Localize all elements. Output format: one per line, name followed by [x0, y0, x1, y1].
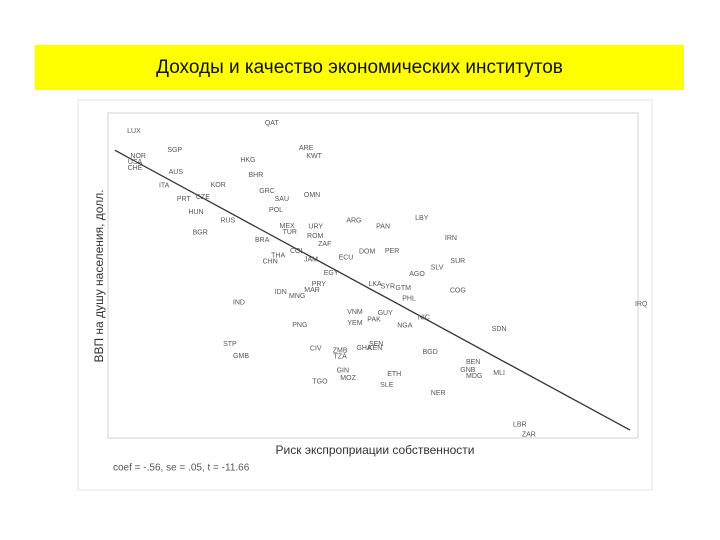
point-label: RUS	[220, 218, 235, 225]
point-label: JAM	[304, 257, 318, 264]
point-label: MAR	[304, 287, 320, 294]
slide-title: Доходы и качество экономических институт…	[35, 45, 684, 90]
point-label: IND	[233, 300, 245, 307]
plot-area	[107, 112, 639, 439]
point-label: DOM	[359, 249, 376, 256]
point-label: PAK	[367, 317, 381, 324]
point-label: AGO	[409, 271, 425, 278]
point-label: PAN	[376, 224, 390, 231]
point-label: CZE	[196, 194, 210, 201]
point-label: MDG	[466, 373, 482, 380]
point-label: BHR	[248, 172, 263, 179]
point-label: MNG	[289, 293, 305, 300]
point-label: ZMB	[333, 348, 348, 355]
point-label: LUX	[127, 128, 141, 135]
point-label: KWT	[306, 153, 322, 160]
point-label: GRC	[259, 188, 275, 195]
point-label: PRY	[312, 281, 327, 288]
point-label: SUR	[450, 258, 465, 265]
point-label: USA	[128, 159, 143, 166]
point-label: LBR	[513, 422, 527, 429]
point-label: LBY	[415, 215, 429, 222]
point-label: LKA	[369, 281, 383, 288]
point-label: BRA	[255, 237, 270, 244]
point-label: POL	[269, 207, 283, 214]
point-label: IRN	[445, 235, 457, 242]
point-label: SLV	[431, 265, 444, 272]
point-label: NGA	[397, 323, 413, 330]
point-label: GMB	[233, 353, 249, 360]
point-label: HUN	[188, 209, 203, 216]
point-label: SDN	[492, 326, 507, 333]
point-label: YEM	[347, 320, 362, 327]
point-label: ZAR	[522, 432, 536, 439]
point-label: URY	[308, 224, 323, 231]
fit-line	[114, 149, 631, 431]
point-label: BEN	[466, 359, 480, 366]
point-label: TUR	[283, 229, 297, 236]
point-label: IRQ	[635, 301, 648, 308]
point-label: GIN	[337, 368, 349, 375]
point-label: PRT	[177, 196, 192, 203]
point-label: ITA	[159, 183, 170, 190]
point-label: COG	[450, 288, 466, 295]
point-label: GHA	[356, 345, 372, 352]
point-label: SAU	[275, 196, 289, 203]
point-label: MEX	[280, 223, 296, 230]
point-label: MOZ	[340, 375, 356, 382]
point-label: KEN	[368, 345, 382, 352]
point-label: SYR	[381, 284, 395, 291]
point-label: CHN	[263, 259, 278, 266]
point-label: BGD	[423, 349, 438, 356]
point-label: ETH	[387, 371, 401, 378]
point-label: AUS	[169, 169, 184, 176]
point-label: THA	[271, 253, 285, 260]
point-label: IDN	[275, 289, 287, 296]
point-label: ARE	[299, 145, 314, 152]
point-label: GTM	[395, 285, 411, 292]
x-axis-label: Риск экспроприации собственности	[276, 443, 475, 457]
chart-frame	[77, 99, 653, 491]
point-label: NOR	[130, 153, 146, 160]
y-axis-label: ВВП на душу населения, долл.	[92, 189, 106, 362]
point-label: PHL	[402, 296, 416, 303]
point-label: HKG	[240, 157, 255, 164]
point-label: PNG	[292, 322, 307, 329]
point-label: SLE	[380, 382, 394, 389]
point-label: MLI	[493, 370, 505, 377]
point-label: SEN	[369, 341, 383, 348]
point-label: EGY	[324, 270, 339, 277]
annotation: coef = -.56, se = .05, t = -11.66	[113, 463, 250, 474]
point-label: BGR	[193, 230, 208, 237]
point-label: COL	[290, 248, 305, 255]
point-label: VNM	[347, 309, 363, 316]
point-label: SGP	[167, 147, 182, 154]
point-label: NIC	[418, 315, 430, 322]
point-label: OMN	[304, 192, 320, 199]
point-label: NER	[431, 390, 446, 397]
point-label: ROM	[307, 233, 324, 240]
point-label: ARG	[346, 218, 361, 225]
point-label: TZA	[334, 354, 348, 361]
point-label: QAT	[265, 120, 280, 127]
point-label: CIV	[310, 346, 322, 353]
point-label: TGO	[312, 379, 328, 386]
point-label: GUY	[378, 310, 394, 317]
point-label: GNB	[460, 367, 476, 374]
point-label: STP	[223, 341, 237, 348]
point-label: KOR	[211, 182, 226, 189]
point-label: ECU	[339, 255, 354, 262]
point-label: CHE	[128, 165, 143, 172]
point-label: PER	[385, 248, 399, 255]
point-label: ZAF	[318, 241, 331, 248]
